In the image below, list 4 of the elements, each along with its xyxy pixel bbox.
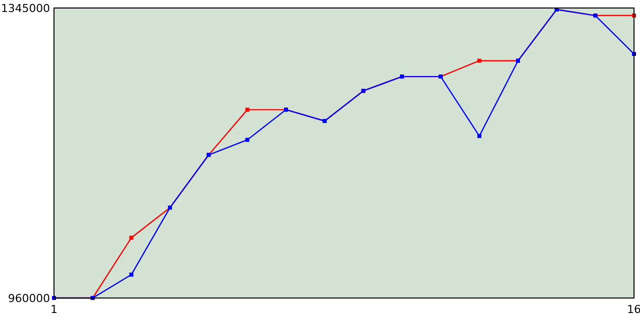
x-tick-label: 1 [50,303,58,316]
x-tick-label: 16 [627,303,640,316]
y-tick-label: 960000 [8,292,50,305]
y-tick-label: 1345000 [1,2,50,15]
